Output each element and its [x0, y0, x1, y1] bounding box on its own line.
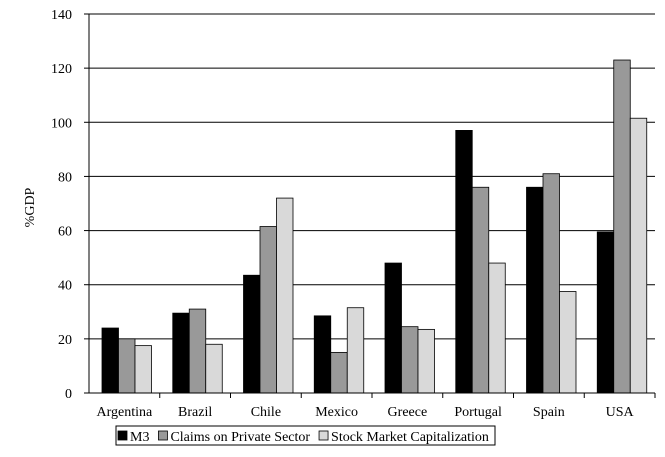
x-tick-label: Argentina: [97, 405, 154, 420]
legend-swatch: [318, 430, 329, 441]
bars: [101, 59, 648, 394]
y-tick-label: 140: [51, 8, 72, 23]
bar-argentina-2: [134, 345, 152, 394]
bar-portugal-0: [455, 130, 473, 394]
bar-usa-2: [629, 117, 648, 394]
x-tick-label: Chile: [251, 405, 281, 420]
bar-greece-1: [401, 326, 419, 394]
x-tick-label: Portugal: [454, 405, 502, 420]
bar-chile-2: [276, 197, 294, 394]
bar-mexico-0: [313, 315, 332, 394]
bar-spain-2: [559, 291, 577, 394]
y-tick-label: 20: [58, 333, 72, 348]
legend: M3 Claims on Private Sector Stock Market C…: [115, 425, 496, 446]
legend-swatch: [117, 430, 128, 441]
legend-box: [115, 425, 496, 446]
y-axis-ticks: 0 20 40 60 80 100 120 140: [51, 8, 89, 402]
x-axis-labels: Argentina Brazil Chile Mexico Greece Portugal…: [97, 393, 656, 420]
bar-usa-1: [613, 59, 631, 394]
y-tick-label: 40: [58, 279, 72, 294]
y-tick-label: 100: [51, 116, 72, 131]
bar-spain-1: [542, 173, 560, 394]
y-axis-title: %GDP: [23, 187, 38, 227]
bar-brazil-2: [205, 343, 223, 394]
gridlines: [89, 13, 655, 340]
bar-greece-2: [417, 328, 435, 394]
bar-mexico-2: [346, 307, 365, 394]
y-tick-label: 120: [51, 62, 72, 77]
legend-label: Stock Market Capitalization: [331, 430, 489, 445]
bar-chile-1: [259, 226, 277, 394]
y-tick-label: 80: [58, 170, 72, 185]
bar-brazil-0: [172, 312, 190, 394]
bar-greece-0: [384, 262, 402, 394]
x-tick-label: Greece: [388, 405, 428, 420]
bar-argentina-1: [118, 338, 136, 394]
y-tick-label: 0: [65, 387, 72, 402]
x-tick-label: Spain: [533, 405, 565, 420]
legend-label: M3: [130, 430, 149, 445]
x-tick-label: Mexico: [315, 405, 358, 420]
bar-spain-0: [526, 186, 544, 394]
bar-usa-0: [596, 231, 615, 394]
x-tick-label: Brazil: [178, 405, 212, 420]
bar-chile-0: [243, 274, 261, 394]
x-tick-label: USA: [606, 405, 635, 420]
bar-argentina-0: [101, 327, 119, 394]
bar-portugal-1: [471, 186, 490, 394]
legend-label: Claims on Private Sector: [170, 430, 310, 445]
y-tick-label: 60: [58, 225, 72, 240]
bar-brazil-1: [188, 308, 207, 394]
legend-swatch: [158, 430, 168, 441]
bar-portugal-2: [488, 262, 506, 394]
bar-mexico-1: [330, 351, 348, 394]
